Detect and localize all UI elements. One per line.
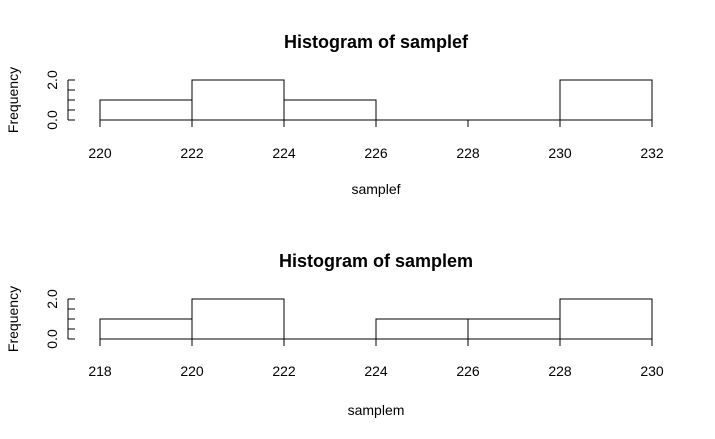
- chart-title: Histogram of samplem: [279, 251, 473, 271]
- x-tick-label: 220: [180, 363, 204, 379]
- y-tick-label: 2.0: [44, 289, 60, 309]
- chart-title: Histogram of samplef: [284, 32, 469, 52]
- x-tick-label: 230: [548, 145, 572, 161]
- x-tick-label: 222: [180, 145, 204, 161]
- y-axis-label: Frequency: [5, 286, 21, 352]
- x-axis-label: samplem: [348, 402, 405, 418]
- x-tick-label: 220: [88, 145, 112, 161]
- histogram-bar: [99, 318, 193, 340]
- histogram-bar: [191, 298, 285, 340]
- y-axis-label: Frequency: [5, 67, 21, 133]
- x-tick-label: 218: [88, 363, 112, 379]
- x-tick-label: 224: [272, 145, 296, 161]
- histogram-bar: [283, 99, 377, 121]
- histogram-bar: [375, 318, 469, 340]
- histogram-bar: [99, 99, 193, 121]
- histogram-panel-samplef: Histogram of samplef 220 222 224 226 228 230 23…: [5, 32, 664, 197]
- x-tick-label: 226: [364, 145, 388, 161]
- histogram-bar: [191, 79, 285, 121]
- x-tick-label: 222: [272, 363, 296, 379]
- x-axis-label: samplef: [351, 181, 400, 197]
- y-tick-label: 0.0: [44, 110, 60, 130]
- histogram-bar: [559, 298, 653, 340]
- y-tick-label: 2.0: [44, 70, 60, 90]
- x-tick-label: 232: [640, 145, 664, 161]
- x-tick-label: 226: [456, 363, 480, 379]
- x-tick-label: 228: [456, 145, 480, 161]
- x-tick-label: 224: [364, 363, 388, 379]
- histogram-bar: [559, 79, 653, 121]
- x-tick-label: 228: [548, 363, 572, 379]
- y-tick-label: 0.0: [44, 329, 60, 349]
- x-tick-label: 230: [640, 363, 664, 379]
- histogram-bar: [467, 318, 561, 340]
- histogram-panel-samplem: Histogram of samplem 218 220 222 224 226 228 23…: [5, 251, 664, 418]
